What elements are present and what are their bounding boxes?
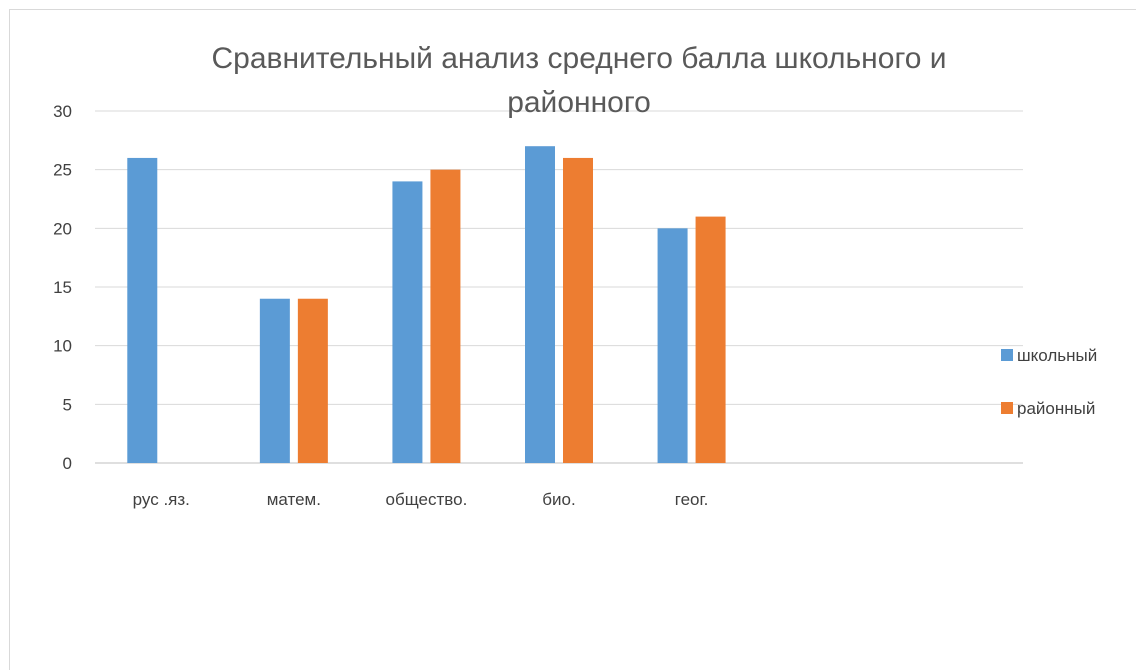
category-label: матем. — [267, 490, 321, 509]
chart-frame — [9, 9, 1136, 670]
bar-school — [392, 181, 423, 463]
chart-title-line-2: районного — [507, 86, 651, 119]
bar-district — [563, 157, 593, 463]
legend-swatch — [1001, 402, 1013, 414]
legend-label: школьный — [1017, 346, 1097, 365]
bar-district — [430, 169, 461, 463]
bar-school — [525, 146, 555, 463]
x-axis-category-labels: рус .яз. матем. общество. био. геог. — [133, 490, 709, 509]
y-tick-label: 10 — [53, 337, 72, 356]
category-label: общество. — [386, 490, 468, 509]
category-label: рус .яз. — [133, 490, 190, 509]
bars — [127, 146, 726, 463]
y-tick-label: 15 — [53, 278, 72, 297]
gridlines — [95, 110, 1023, 464]
y-axis-tick-labels: 0 5 10 15 20 25 30 — [53, 102, 72, 473]
bar-district — [695, 216, 726, 463]
y-tick-label: 5 — [63, 395, 72, 414]
y-tick-label: 25 — [53, 161, 72, 180]
y-tick-label: 30 — [53, 102, 72, 121]
category-label: био. — [542, 490, 575, 509]
y-tick-label: 20 — [53, 219, 72, 238]
legend-label: районный — [1017, 399, 1095, 418]
bar-school — [259, 298, 290, 463]
legend-swatch — [1001, 349, 1013, 361]
bar-school — [127, 157, 158, 463]
y-tick-label: 0 — [63, 454, 72, 473]
legend: школьный районный — [1001, 346, 1097, 418]
chart-title-line-1: Сравнительный анализ среднего балла школ… — [211, 42, 946, 75]
category-label: геог. — [675, 490, 709, 509]
bar-district — [297, 298, 328, 463]
bar-school — [657, 228, 688, 463]
